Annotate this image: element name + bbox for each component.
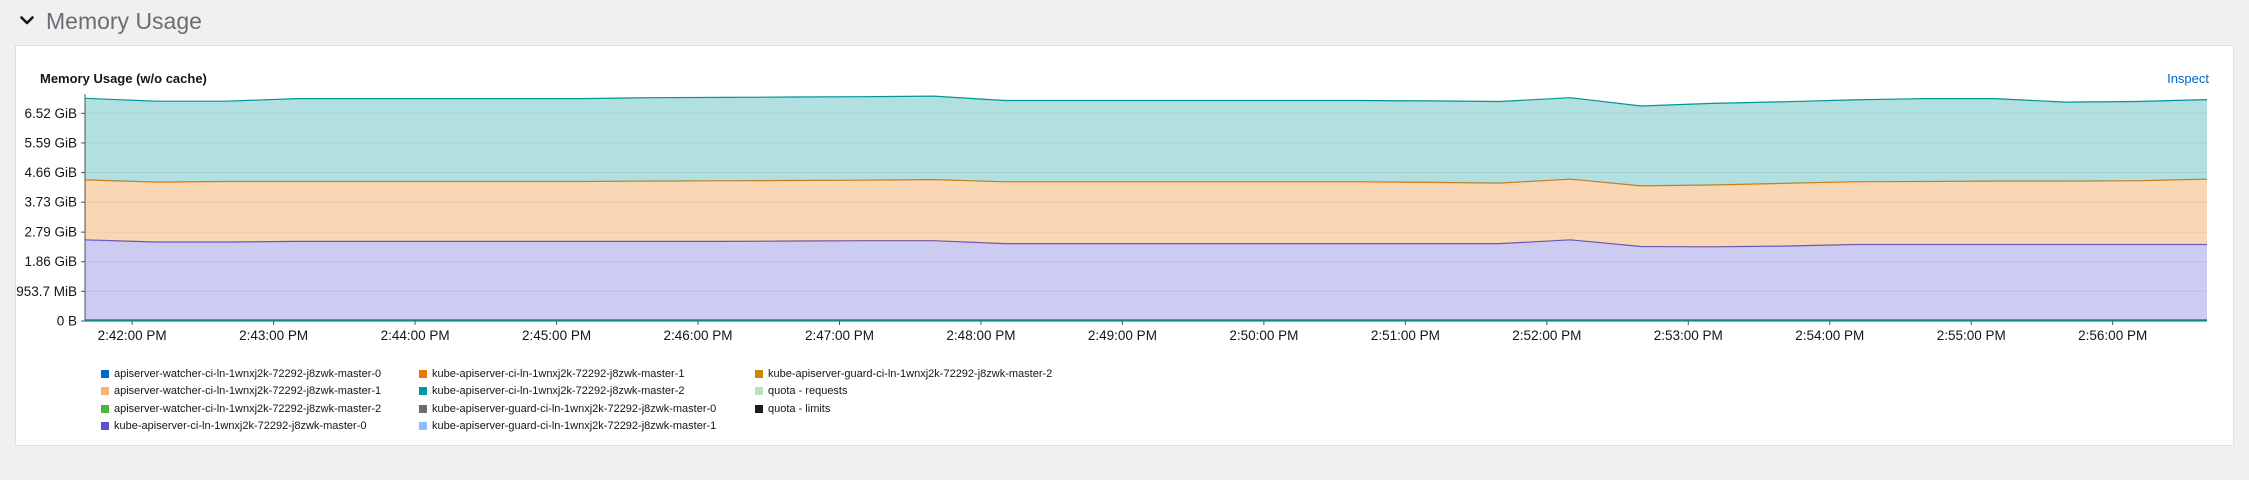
legend-label: apiserver-watcher-ci-ln-1wnxj2k-72292-j8… — [114, 385, 382, 398]
y-tick-label: 4.66 GiB — [24, 165, 77, 180]
legend-item[interactable]: kube-apiserver-ci-ln-1wnxj2k-72292-j8zwk… — [419, 383, 755, 401]
line-series-2 — [84, 178, 2208, 187]
x-tick-label: 2:56:00 PM — [2078, 328, 2147, 343]
area-series-2 — [85, 179, 2207, 247]
x-tick-label: 2:53:00 PM — [1654, 328, 1723, 343]
section-header[interactable]: Memory Usage — [18, 6, 202, 36]
legend-swatch — [755, 369, 763, 378]
y-tick-label: 1.86 GiB — [24, 254, 77, 269]
legend-swatch — [419, 369, 427, 378]
legend-swatch — [755, 404, 763, 413]
legend-item[interactable]: quota - limits — [755, 400, 1075, 418]
legend-swatch — [101, 404, 109, 413]
y-tick-label: 953.7 MiB — [16, 284, 77, 299]
legend-label: kube-apiserver-ci-ln-1wnxj2k-72292-j8zwk… — [432, 367, 685, 380]
legend-swatch — [101, 422, 109, 431]
legend-label: apiserver-watcher-ci-ln-1wnxj2k-72292-j8… — [114, 367, 382, 380]
y-tick-label: 3.73 GiB — [24, 195, 77, 210]
legend-label: apiserver-watcher-ci-ln-1wnxj2k-72292-j8… — [114, 402, 382, 415]
legend-label: kube-apiserver-guard-ci-ln-1wnxj2k-72292… — [432, 402, 717, 415]
legend-item[interactable]: kube-apiserver-ci-ln-1wnxj2k-72292-j8zwk… — [101, 418, 419, 436]
area-series-1 — [85, 239, 2207, 321]
legend-item[interactable]: kube-apiserver-ci-ln-1wnxj2k-72292-j8zwk… — [419, 365, 755, 383]
x-tick-label: 2:45:00 PM — [522, 328, 591, 343]
inspect-link[interactable]: Inspect — [2167, 71, 2209, 86]
legend-swatch — [101, 387, 109, 396]
legend-item[interactable]: kube-apiserver-guard-ci-ln-1wnxj2k-72292… — [755, 365, 1075, 383]
x-tick-label: 2:54:00 PM — [1795, 328, 1864, 343]
legend-label: quota - limits — [768, 402, 831, 415]
y-tick-label: 2.79 GiB — [24, 225, 77, 240]
x-tick-label: 2:50:00 PM — [1229, 328, 1298, 343]
chevron-down-icon[interactable] — [18, 12, 36, 30]
line-series-1 — [84, 239, 2207, 248]
x-tick-label: 2:52:00 PM — [1512, 328, 1581, 343]
area-series-3 — [85, 96, 2207, 186]
legend-item[interactable]: quota - requests — [755, 383, 1075, 401]
chart-card: 0 B 953.7 MiB 1.86 GiB 2.79 GiB 3.73 GiB 4.66… — [15, 45, 2234, 446]
legend-label: kube-apiserver-ci-ln-1wnxj2k-72292-j8zwk… — [114, 420, 367, 433]
x-tick-label: 2:55:00 PM — [1937, 328, 2006, 343]
y-tick-label: 5.59 GiB — [24, 135, 77, 150]
x-tick-label: 2:44:00 PM — [381, 328, 450, 343]
y-tick-label: 6.52 GiB — [24, 106, 77, 121]
legend-label: quota - requests — [768, 385, 848, 398]
legend-swatch — [419, 422, 427, 431]
legend-item[interactable]: apiserver-watcher-ci-ln-1wnxj2k-72292-j8… — [101, 383, 419, 401]
x-tick-label: 2:43:00 PM — [239, 328, 308, 343]
x-tick-label: 2:49:00 PM — [1088, 328, 1157, 343]
legend-swatch — [101, 369, 109, 378]
section-title: Memory Usage — [46, 7, 202, 34]
x-tick-label: 2:51:00 PM — [1371, 328, 1440, 343]
legend-label: kube-apiserver-guard-ci-ln-1wnxj2k-72292… — [432, 420, 717, 433]
memory-usage-chart: 0 B 953.7 MiB 1.86 GiB 2.79 GiB 3.73 GiB 4.66… — [16, 94, 2208, 343]
x-tick-label: 2:48:00 PM — [946, 328, 1015, 343]
x-tick-label: 2:42:00 PM — [98, 328, 167, 343]
legend-swatch — [755, 387, 763, 396]
legend-label: kube-apiserver-guard-ci-ln-1wnxj2k-72292… — [768, 367, 1053, 380]
chart-legend: apiserver-watcher-ci-ln-1wnxj2k-72292-j8… — [101, 365, 1075, 435]
legend-item[interactable]: apiserver-watcher-ci-ln-1wnxj2k-72292-j8… — [101, 400, 419, 418]
line-series-3 — [84, 95, 2208, 107]
legend-swatch — [419, 387, 427, 396]
legend-item[interactable]: apiserver-watcher-ci-ln-1wnxj2k-72292-j8… — [101, 365, 419, 383]
legend-swatch — [419, 404, 427, 413]
legend-item[interactable]: kube-apiserver-guard-ci-ln-1wnxj2k-72292… — [419, 400, 755, 418]
chart-title: Memory Usage (w/o cache) — [40, 71, 207, 86]
x-tick-label: 2:47:00 PM — [805, 328, 874, 343]
y-tick-label: 0 B — [57, 314, 77, 329]
x-tick-label: 2:46:00 PM — [663, 328, 732, 343]
legend-item[interactable]: kube-apiserver-guard-ci-ln-1wnxj2k-72292… — [419, 418, 755, 436]
legend-label: kube-apiserver-ci-ln-1wnxj2k-72292-j8zwk… — [432, 385, 685, 398]
